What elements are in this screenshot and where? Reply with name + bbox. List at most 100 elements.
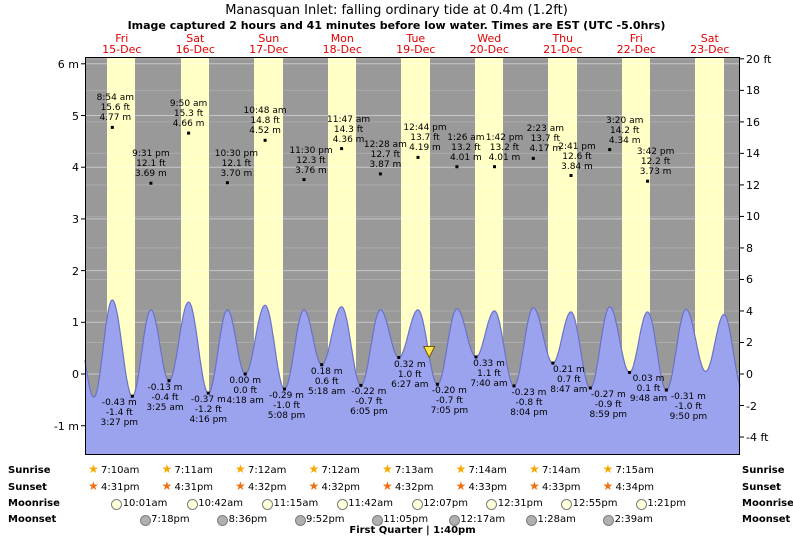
annotation-line: 0.33 m — [473, 358, 505, 369]
moonset-moon-icon — [139, 515, 151, 526]
moonset-moon-icon — [526, 515, 537, 526]
annotation-line: 8:54 am — [96, 93, 134, 104]
sunset-time: 4:33pm — [468, 482, 508, 493]
annotation-line: -1.2 ft — [194, 405, 222, 416]
sunrise-sun-icon: ★ — [235, 462, 246, 476]
annotation-line: 3.69 m — [135, 169, 167, 180]
chart-title: Manasquan Inlet: falling ordinary tide a… — [225, 3, 568, 18]
annotation-line: 2:41 pm — [558, 141, 596, 152]
annotation-line: 6:05 pm — [350, 407, 388, 418]
annotation-line: 0.03 m — [632, 374, 665, 385]
sunrise-time: 7:12am — [248, 465, 287, 476]
high-tide-annotation: 10:48 am 14.8 ft 4.52 m — [244, 106, 287, 136]
day-label: Wed 20-Dec — [470, 33, 509, 55]
moonrise-time: 10:01am — [122, 498, 168, 509]
moonset-row-label: Moonset — [742, 514, 791, 525]
day-label: Fri 15-Dec — [102, 33, 141, 55]
annotation-line: -1.0 ft — [674, 402, 702, 412]
moonrise-moon-icon — [186, 499, 198, 510]
day-date: 18-Dec — [322, 43, 362, 56]
moonrise-row-label: Moonrise — [8, 498, 60, 509]
sunset-sun-icon: ★ — [161, 479, 173, 493]
annotation-line: 3:20 am — [606, 115, 644, 126]
annotation-line: 15.3 ft — [173, 109, 204, 120]
annotation-line: 11:30 pm — [289, 145, 333, 156]
day-name: Tue — [406, 32, 426, 45]
moonrise-moon-icon — [336, 499, 348, 510]
low-tide-annotation: 0.03 m 0.1 ft 9:48 am — [630, 374, 667, 404]
sunset-sun-icon: ★ — [235, 479, 246, 493]
annotation-line: 0.1 ft — [636, 384, 661, 395]
low-tide-annotation: -0.23 m -0.8 ft 8:04 pm — [510, 388, 548, 418]
y-axis-label-metres: 3 — [72, 212, 79, 226]
annotation-line: -0.43 m — [101, 398, 137, 409]
low-tide-annotation: -0.37 m -1.2 ft 4:16 pm — [190, 395, 228, 425]
day-name: Sun — [258, 32, 280, 45]
low-tide-annotation: -0.22 m -0.7 ft 6:05 pm — [350, 387, 388, 417]
sunset-time: 4:32pm — [321, 482, 361, 493]
day-label: Sat 16-Dec — [176, 33, 215, 55]
annotation-line: 13.2 ft — [451, 142, 481, 153]
annotation-line: 4:18 am — [226, 396, 264, 406]
low-tide-annotation: 0.21 m 0.7 ft 8:47 am — [550, 365, 587, 395]
y-axis-label-feet: 2 — [746, 336, 753, 350]
moonset-moon-icon — [448, 515, 460, 526]
sunset-time: 4:34pm — [615, 482, 655, 493]
sunrise-sun-icon: ★ — [161, 462, 173, 476]
annotation-line: 3.76 m — [295, 165, 327, 176]
y-axis-label-feet: 0 — [746, 368, 753, 381]
sunrise-sun-icon: ★ — [455, 462, 467, 476]
annotation-line: 12:44 pm — [403, 123, 447, 134]
y-axis-label-metres: 4 — [72, 161, 79, 175]
day-date: 17-Dec — [249, 43, 289, 56]
sunrise-time: 7:15am — [615, 465, 654, 476]
low-tide-annotation: -0.29 m -1.0 ft 5:08 pm — [268, 391, 306, 421]
annotation-line: 7:40 am — [470, 378, 508, 389]
daylight-band — [474, 57, 504, 455]
low-tide-annotation: 0.00 m 0.0 ft 4:18 am — [227, 376, 264, 406]
annotation-line: 12.6 ft — [562, 151, 592, 162]
day-label: Sat 23-Dec — [690, 33, 729, 55]
high-tide-annotation: 8:54 am 15.6 ft 4.77 m — [97, 93, 134, 123]
moonrise-time: 12:07pm — [423, 498, 469, 509]
day-date: 15-Dec — [102, 43, 142, 56]
sunset-row-label: Sunset — [8, 482, 47, 493]
high-tide-annotation: 10:30 pm 12.1 ft 3.70 m — [215, 149, 258, 179]
low-tide-annotation: -0.43 m -1.4 ft 3:27 pm — [101, 398, 139, 428]
annotation-line: 4.01 m — [450, 152, 482, 163]
sunrise-time: 7:14am — [468, 465, 507, 476]
moonrise-moon-icon — [486, 499, 498, 510]
annotation-line: -0.4 ft — [151, 392, 179, 403]
y-axis-label-metres: -1 m — [53, 419, 79, 433]
annotation-line: 3.70 m — [220, 168, 253, 179]
y-axis-label-feet: 16 — [746, 115, 760, 129]
annotation-line: 14.2 ft — [609, 125, 640, 136]
moonrise-moon-icon — [111, 499, 123, 510]
moonrise-moon-icon — [561, 499, 573, 510]
annotation-line: 0.18 m — [310, 366, 343, 377]
sunrise-time: 7:11am — [174, 465, 213, 476]
annotation-line: -0.9 ft — [594, 400, 622, 410]
annotation-line: -0.7 ft — [435, 396, 463, 407]
low-tide-annotation: 0.32 m 1.0 ft 6:27 am — [391, 360, 428, 390]
high-tide-annotation: 9:31 pm 12.1 ft 3.69 m — [132, 149, 170, 179]
annotation-line: 10:48 am — [243, 106, 287, 117]
annotation-line: 3.73 m — [639, 167, 672, 178]
moonset-time: 2:39am — [614, 514, 653, 525]
annotation-line: 12.3 ft — [296, 155, 326, 166]
y-axis-label-metres: 2 — [72, 264, 79, 278]
annotation-line: -0.27 m — [590, 390, 626, 400]
low-tide-annotation: -0.31 m -1.0 ft 9:50 pm — [670, 392, 708, 422]
day-label: Mon 18-Dec — [323, 33, 362, 55]
annotation-line: 8:04 pm — [510, 407, 548, 418]
sunrise-row-label: Sunrise — [8, 465, 51, 476]
annotation-line: 7:05 pm — [430, 406, 469, 417]
annotation-line: 5:08 pm — [267, 411, 306, 421]
annotation-line: 4.01 m — [488, 152, 521, 163]
day-name: Sat — [186, 32, 205, 45]
day-name: Fri — [629, 32, 643, 45]
moonrise-time: 11:15am — [273, 498, 319, 509]
annotation-line: -0.20 m — [431, 386, 467, 397]
moonset-time: 9:52pm — [306, 514, 345, 525]
moonset-time: 8:36pm — [228, 514, 268, 525]
